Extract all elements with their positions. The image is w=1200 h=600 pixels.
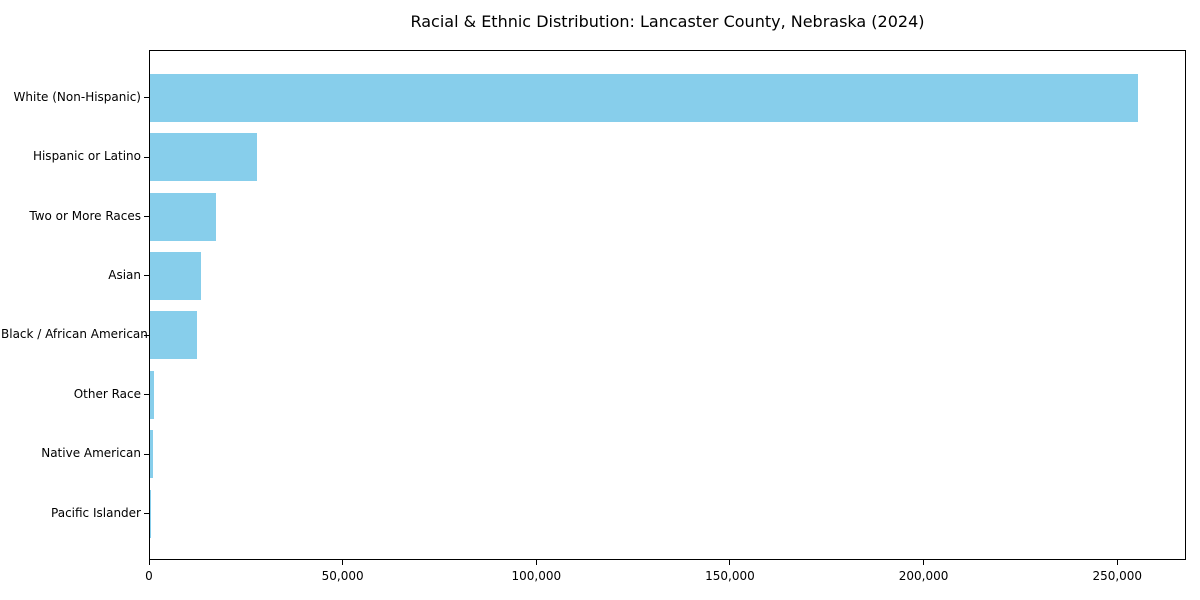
x-tick-label: 250,000 — [1092, 569, 1143, 583]
y-tick-mark — [144, 453, 149, 455]
y-tick-mark — [144, 216, 149, 217]
x-tick-label: 150,000 — [705, 569, 755, 583]
x-tick-label: 0 — [145, 569, 153, 583]
x-tick-mark — [729, 560, 731, 565]
bar — [150, 430, 154, 479]
x-tick-label: 50,000 — [321, 569, 364, 583]
y-tick-label: Two or More Races — [29, 208, 141, 223]
y-tick-mark — [144, 394, 149, 396]
y-tick-mark — [144, 275, 149, 277]
y-tick-label: Black / African American — [1, 327, 148, 342]
y-tick-mark — [144, 513, 149, 514]
y-tick-mark — [144, 97, 149, 99]
x-tick-mark — [923, 560, 925, 565]
bar — [150, 489, 151, 538]
bar — [150, 133, 257, 182]
y-tick-mark — [144, 156, 149, 158]
x-tick-mark — [342, 560, 344, 565]
plot-area — [149, 50, 1186, 560]
y-tick-label: White (Non-Hispanic) — [13, 89, 141, 104]
y-tick-label: Asian — [108, 267, 141, 282]
y-tick-label: Other Race — [73, 386, 141, 401]
chart-title: Racial & Ethnic Distribution: Lancaster … — [410, 12, 925, 31]
y-tick-label: Native American — [41, 446, 141, 461]
bar — [150, 311, 197, 360]
y-tick-label: Hispanic or Latino — [32, 149, 141, 164]
x-tick-mark — [1116, 560, 1118, 565]
x-tick-mark — [535, 560, 537, 565]
bar — [150, 73, 1138, 122]
bar — [150, 192, 216, 241]
x-tick-label: 200,000 — [898, 569, 949, 583]
x-tick-label: 100,000 — [511, 569, 562, 583]
x-tick-mark — [148, 560, 150, 565]
bar — [150, 251, 202, 300]
y-tick-label: Pacific Islander — [51, 505, 141, 520]
bar — [150, 370, 154, 419]
y-tick-mark — [144, 334, 149, 336]
